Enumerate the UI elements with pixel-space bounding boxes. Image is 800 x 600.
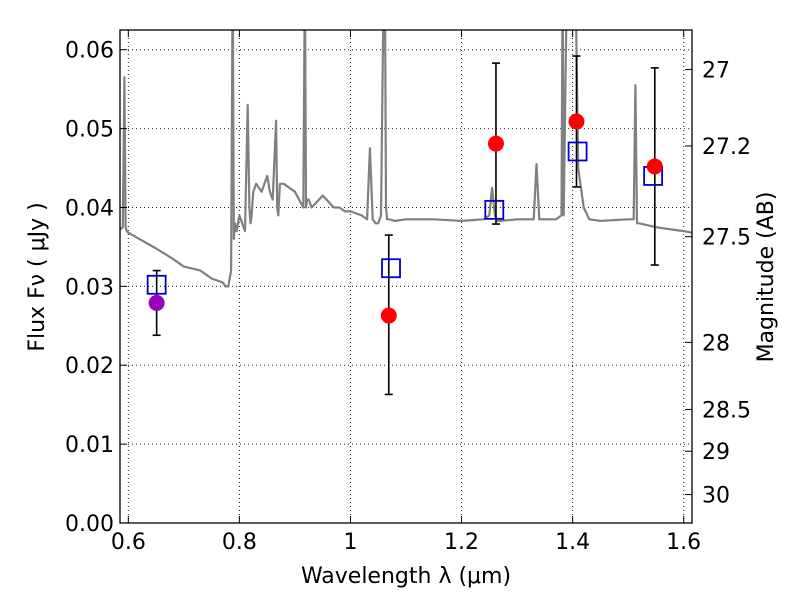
grid-lines [120,30,692,524]
model-square-marker [146,274,167,295]
observed-point-marker [646,158,663,175]
x-tick-label: 0.8 [222,530,257,555]
x-tick-label: 1.2 [444,530,479,555]
right-tick-label: 27 [702,58,730,83]
right-tick-label: 28 [702,331,730,356]
model-square-marker [484,199,505,220]
plot-data [120,30,692,288]
x-axis-title: Wavelength λ (μm) [301,564,511,589]
x-tick-label: 0.6 [111,530,146,555]
plot-frame [119,29,693,524]
right-tick-label: 28.5 [702,398,751,423]
spectrum-line [120,30,692,288]
y-tick-label: 0.04 [65,196,114,221]
y-tick-label: 0.00 [65,512,114,537]
y-axis-title-right: Magnitude (AB) [754,192,779,363]
model-square-marker [567,141,588,162]
observed-point-marker [380,307,397,324]
x-tick-label: 1 [343,530,357,555]
x-tick-label: 1.4 [555,530,590,555]
model-square-marker [381,258,401,279]
data-markers [146,55,664,396]
y-tick-label: 0.06 [65,39,114,64]
right-tick-label: 27.2 [702,135,751,160]
right-tick-label: 27.5 [702,226,751,251]
observed-point-marker [487,135,504,152]
axis-ticks: 0.6 0.8 1 1.2 1.4 1.6 0.00 0.01 0.02 0.03 0.04 0.05… [65,30,751,555]
observed-point-marker [568,113,585,130]
y-axis-title-left: Flux Fν ( μJy ) [25,202,50,351]
observed-point-marker [148,294,165,311]
y-tick-label: 0.02 [65,354,114,379]
y-tick-label: 0.01 [65,433,114,458]
y-tick-label: 0.05 [65,118,114,143]
x-tick-label: 1.6 [666,530,701,555]
right-tick-label: 29 [702,440,730,465]
right-tick-label: 30 [702,484,730,509]
y-tick-label: 0.03 [65,275,114,300]
